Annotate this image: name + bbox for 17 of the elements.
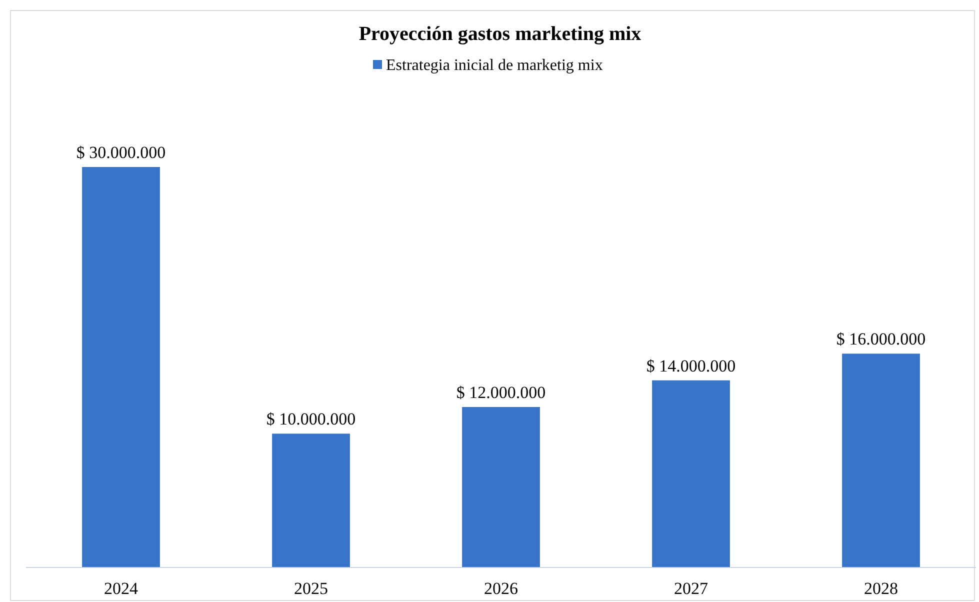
x-tick-label: 2024 (104, 579, 138, 598)
bar (842, 354, 920, 567)
data-label: $ 14.000.000 (646, 356, 736, 376)
chart-title: Proyección gastos marketing mix (358, 23, 642, 45)
x-tick-label: 2028 (864, 579, 898, 598)
bar (652, 380, 730, 567)
legend-label: Estrategia inicial de marketig mix (386, 57, 603, 74)
data-label: $ 16.000.000 (836, 330, 926, 349)
bar (82, 167, 160, 567)
data-label: $ 12.000.000 (456, 383, 546, 402)
bar (272, 434, 350, 567)
x-tick-label: 2025 (294, 579, 328, 598)
data-label: $ 30.000.000 (76, 143, 166, 162)
x-tick-label: 2027 (674, 579, 708, 598)
x-tick-label: 2026 (484, 579, 518, 598)
bar (462, 407, 540, 567)
data-label: $ 10.000.000 (266, 410, 356, 429)
